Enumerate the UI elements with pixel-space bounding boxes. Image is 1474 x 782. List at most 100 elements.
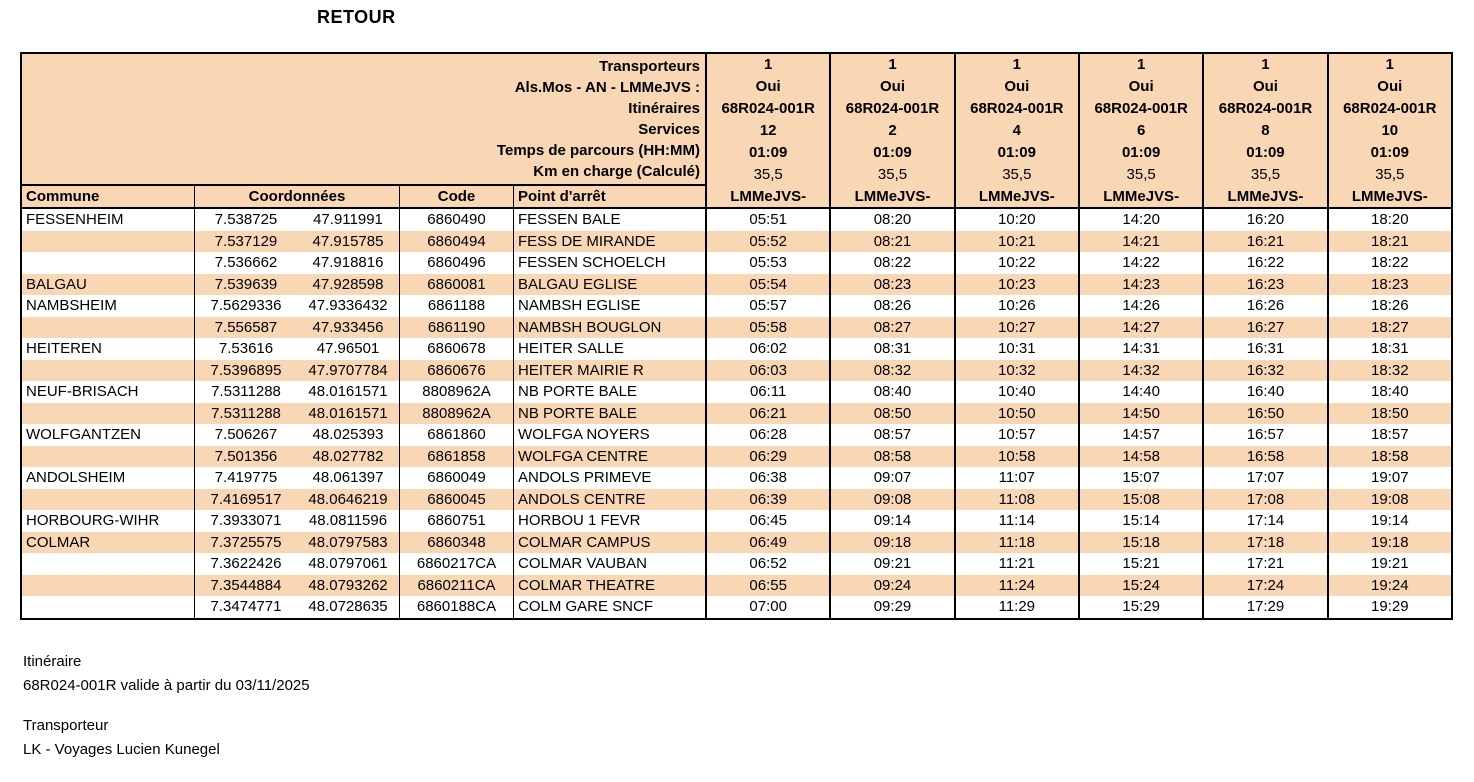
service-days-header: LMMeJVS- xyxy=(1103,187,1180,205)
time-cell: 14:20 xyxy=(1077,209,1202,231)
coordinates-cell: 7.53616 47.96501 xyxy=(195,338,400,360)
commune-cell: FESSENHEIM xyxy=(22,209,195,231)
service-number-value: 2 xyxy=(888,122,897,139)
label-itineraires: Itinéraires xyxy=(628,100,700,117)
time-cell: 17:29 xyxy=(1202,596,1326,618)
time-cell: 06:21 xyxy=(705,402,829,424)
time-cell: 06:03 xyxy=(705,359,829,381)
latitude-value: 48.0161571 xyxy=(308,404,388,422)
service-an-value: Oui xyxy=(1128,78,1154,96)
coordinates-cell: 7.3725575 48.0797583 xyxy=(195,531,400,553)
coordinates-cell: 7.501356 48.027782 xyxy=(195,445,400,467)
commune-cell: NEUF-BRISACH xyxy=(22,381,195,403)
time-cell: 14:58 xyxy=(1077,445,1202,467)
table-row: 7.3544884 48.0793262 6860211CA COLMAR TH… xyxy=(22,574,1451,596)
time-cell: 06:29 xyxy=(705,445,829,467)
time-cell: 15:08 xyxy=(1077,488,1202,510)
time-cell: 10:21 xyxy=(953,230,1078,252)
commune-cell xyxy=(22,402,195,424)
coordinates-cell: 7.419775 48.061397 xyxy=(195,467,400,489)
footer-itineraire-label: Itinéraire xyxy=(23,653,82,670)
service-days-header: LMMeJVS- xyxy=(1351,187,1428,205)
time-cell: 18:26 xyxy=(1326,295,1451,317)
latitude-value: 47.96501 xyxy=(316,340,380,358)
time-cell: 10:40 xyxy=(953,381,1078,403)
time-cell: 16:23 xyxy=(1202,273,1326,295)
longitude-value: 7.4169517 xyxy=(210,490,282,508)
service-km-value: 35,5 xyxy=(1250,165,1281,183)
table-row: FESSENHEIM 7.538725 47.911991 6860490 FE… xyxy=(22,209,1451,231)
time-cell: 14:22 xyxy=(1077,252,1202,274)
table-row: 7.501356 48.027782 6861858 WOLFGA CENTRE… xyxy=(22,445,1451,467)
service-km-value: 35,5 xyxy=(1002,165,1032,183)
service-km-value: 35,5 xyxy=(753,165,783,183)
stop-code-cell: 6860211CA xyxy=(400,574,514,596)
time-cell: 06:55 xyxy=(705,574,829,596)
time-cell: 18:50 xyxy=(1326,402,1451,424)
service-temps-value: 01:09 xyxy=(1246,143,1285,161)
time-cell: 16:58 xyxy=(1202,445,1326,467)
table-row: BALGAU 7.539639 47.928598 6860081 BALGAU… xyxy=(22,273,1451,295)
latitude-value: 48.0646219 xyxy=(308,490,388,508)
time-cell: 15:18 xyxy=(1077,531,1202,553)
time-cell: 15:21 xyxy=(1077,553,1202,575)
latitude-value: 48.0797583 xyxy=(308,533,388,551)
column-header-coordonnees: Coordonnées xyxy=(195,186,400,207)
service-temps-value: 01:09 xyxy=(1370,143,1409,161)
latitude-value: 48.0797061 xyxy=(308,555,388,573)
stop-name-cell: NB PORTE BALE xyxy=(518,404,637,422)
longitude-value: 7.506267 xyxy=(214,426,278,444)
coordinates-cell: 7.556587 47.933456 xyxy=(195,316,400,338)
service-column: 1 Oui 68R024-001R 10 01:09 35,5 LMMeJVS- xyxy=(1326,54,1451,207)
time-cell: 18:57 xyxy=(1326,424,1451,446)
stop-code-cell: 6860676 xyxy=(400,359,514,381)
coordinates-cell: 7.5311288 48.0161571 xyxy=(195,402,400,424)
service-itineraire-value: 68R024-001R xyxy=(1094,100,1188,118)
time-cell: 15:14 xyxy=(1077,510,1202,532)
time-cell: 18:32 xyxy=(1326,359,1451,381)
table-row: HORBOURG-WIHR 7.3933071 48.0811596 68607… xyxy=(22,510,1451,532)
longitude-value: 7.539639 xyxy=(214,275,278,293)
stop-name-cell: COLMAR CAMPUS xyxy=(518,533,651,551)
longitude-value: 7.419775 xyxy=(214,469,278,487)
stop-name-cell: ANDOLS CENTRE xyxy=(518,490,646,508)
time-cell: 18:21 xyxy=(1326,230,1451,252)
service-km-value: 35,5 xyxy=(1375,165,1405,183)
latitude-value: 48.0811596 xyxy=(308,512,388,530)
time-cell: 08:21 xyxy=(829,230,953,252)
longitude-value: 7.3933071 xyxy=(210,512,282,530)
time-cell: 08:32 xyxy=(829,359,953,381)
service-transporteur-value: 1 xyxy=(1261,56,1270,74)
time-cell: 17:08 xyxy=(1202,488,1326,510)
stop-name-cell: ANDOLS PRIMEVE xyxy=(518,469,652,487)
longitude-value: 7.538725 xyxy=(214,211,278,229)
time-cell: 19:24 xyxy=(1326,574,1451,596)
coordinates-cell: 7.537129 47.915785 xyxy=(195,230,400,252)
service-an-value: Oui xyxy=(1252,78,1278,96)
service-number-value: 12 xyxy=(759,122,777,139)
time-cell: 17:14 xyxy=(1202,510,1326,532)
time-cell: 14:40 xyxy=(1077,381,1202,403)
stop-code-cell: 6860751 xyxy=(400,510,514,532)
longitude-value: 7.501356 xyxy=(214,447,278,465)
time-cell: 06:49 xyxy=(705,531,829,553)
stop-code-cell: 6861858 xyxy=(400,445,514,467)
longitude-value: 7.3622426 xyxy=(210,555,282,573)
commune-cell: HEITEREN xyxy=(22,338,195,360)
time-cell: 17:18 xyxy=(1202,531,1326,553)
footer-itineraire-value: 68R024-001R valide à partir du 03/11/202… xyxy=(23,677,310,694)
table-header: Transporteurs Als.Mos - AN - LMMeJVS : I… xyxy=(22,54,1451,209)
service-column: 1 Oui 68R024-001R 4 01:09 35,5 LMMeJVS- xyxy=(953,54,1078,207)
time-cell: 10:22 xyxy=(953,252,1078,274)
stop-code-cell: 6860496 xyxy=(400,252,514,274)
service-transporteur-value: 1 xyxy=(1136,56,1146,74)
time-cell: 15:24 xyxy=(1077,574,1202,596)
time-cell: 05:52 xyxy=(705,230,829,252)
service-km-value: 35,5 xyxy=(1126,165,1156,183)
table-body: FESSENHEIM 7.538725 47.911991 6860490 FE… xyxy=(22,209,1451,618)
label-km-charge: Km en charge (Calculé) xyxy=(533,163,700,180)
table-row: NAMBSHEIM 7.5629336 47.9336432 6861188 N… xyxy=(22,295,1451,317)
time-cell: 15:29 xyxy=(1077,596,1202,618)
header-services-section: 1 Oui 68R024-001R 12 01:09 35,5 LMMeJVS-… xyxy=(705,54,1451,207)
time-cell: 18:40 xyxy=(1326,381,1451,403)
